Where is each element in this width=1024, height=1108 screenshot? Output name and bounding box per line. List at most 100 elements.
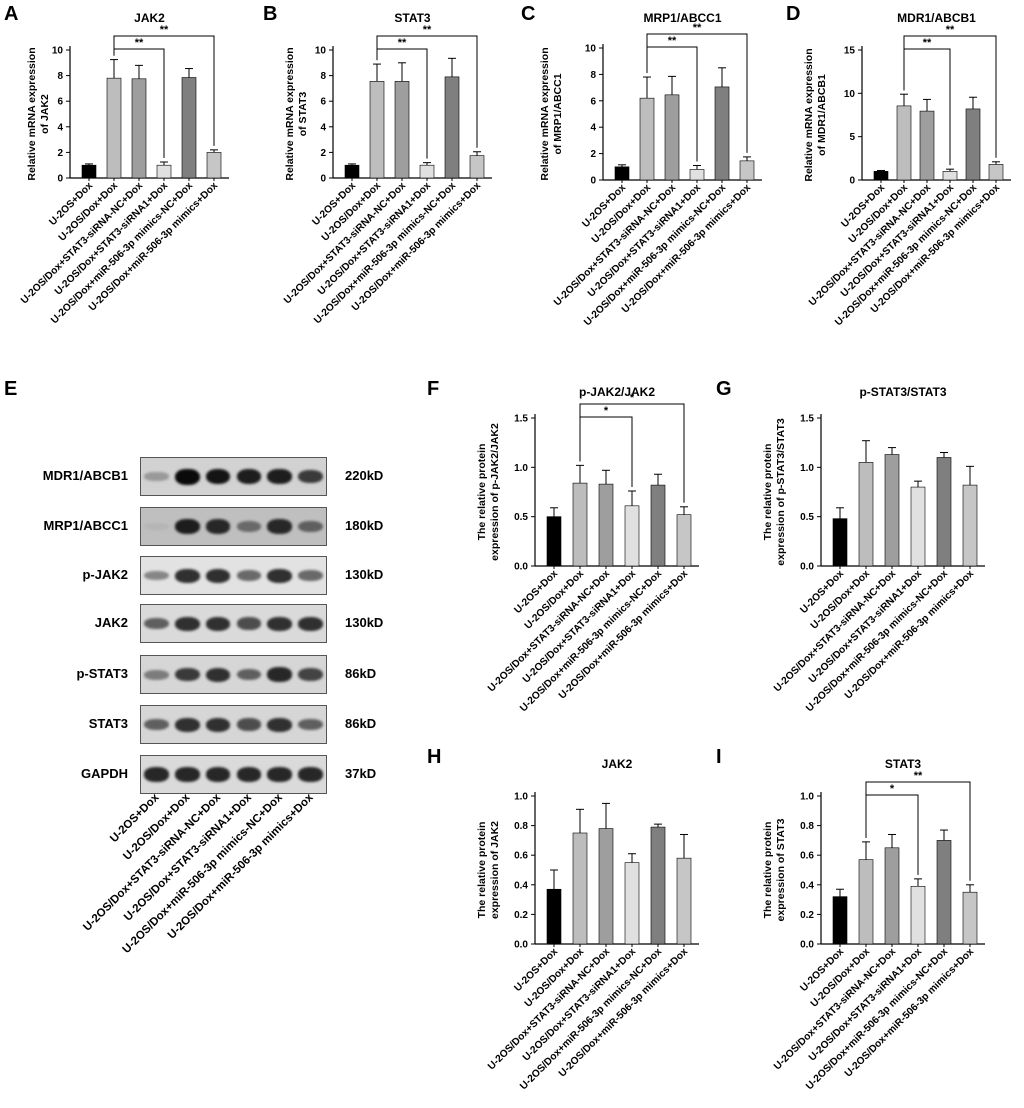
blot-protein-label: STAT3	[88, 716, 128, 731]
blot-strip	[140, 655, 327, 694]
bar	[598, 828, 614, 945]
y-tick-label: 0	[57, 174, 63, 185]
bar	[936, 457, 952, 567]
panel-letter-i: I	[716, 746, 722, 768]
y-tick-label: 1.0	[514, 463, 528, 474]
bar	[896, 105, 912, 181]
chart-title: JAK2	[602, 757, 633, 771]
blot-strip	[140, 705, 327, 744]
y-tick-label: 8	[320, 71, 326, 82]
blot-band	[267, 717, 293, 732]
chart-title: p-JAK2/JAK2	[579, 385, 655, 399]
bar	[832, 518, 848, 567]
bar	[394, 81, 410, 179]
significance-label: **	[693, 22, 702, 34]
bar	[650, 826, 666, 945]
chart-title: STAT3	[394, 11, 431, 25]
blot-band	[205, 667, 231, 682]
blot-size-label: 86kD	[345, 666, 377, 681]
significance-label: **	[423, 24, 432, 36]
chart-mrp1-mrna: MRP1/ABCC1 Relative mRNA expression of MRP…	[539, 11, 762, 328]
blot-band	[236, 668, 262, 681]
significance-label: **	[160, 24, 169, 36]
y-tick-label: 0.2	[800, 910, 814, 921]
blot-band	[205, 717, 231, 732]
y-tick-label: 4	[57, 122, 63, 133]
y-tick-label: 5	[849, 132, 855, 143]
y-tick-label: 8	[590, 70, 596, 81]
chart-jak2-mrna: JAK2 Relative mRNA expression of JAK2 0 2 4 6 8…	[19, 11, 229, 326]
y-tick-label: 2	[57, 148, 63, 159]
significance-label: **	[398, 37, 407, 49]
bar	[689, 169, 705, 181]
y-tick-label: 0.5	[800, 512, 814, 523]
y-tick-label: 10	[844, 89, 856, 100]
y-axis-label: expression of STAT3	[775, 818, 787, 921]
y-axis-label: expression of JAK2	[489, 821, 501, 919]
blot-band	[144, 669, 169, 680]
bar	[572, 832, 588, 945]
blot-band	[174, 616, 200, 631]
bar	[676, 514, 692, 567]
bar	[81, 164, 97, 179]
bar	[206, 152, 222, 179]
panel-letter-a: A	[4, 3, 19, 25]
blot-band	[267, 568, 293, 583]
blot-protein-label: MRP1/ABCC1	[43, 518, 128, 533]
panel-letter-c: C	[521, 3, 536, 25]
blot-band	[174, 717, 200, 732]
blot-size-label: 37kD	[345, 766, 377, 781]
bar	[624, 505, 640, 567]
y-tick-label: 0.6	[514, 851, 528, 862]
blot-band	[205, 616, 231, 631]
chart-mdr1-mrna: MDR1/ABCB1 Relative mRNA expression of MDR…	[803, 11, 1011, 328]
significance-bracket	[646, 33, 748, 153]
y-axis-label: The relative protein	[762, 444, 774, 541]
blot-protein-label: p-STAT3	[76, 666, 128, 681]
chart-jak2-protein: JAK2 The relative protein expression of JA…	[476, 757, 699, 1092]
blot-band	[174, 667, 200, 682]
y-axis-label: Relative mRNA expression	[284, 47, 296, 180]
y-axis-label: of MDR1/ABCB1	[816, 74, 828, 156]
y-tick-label: 10	[315, 46, 327, 57]
y-axis-label: Relative mRNA expression	[803, 48, 815, 181]
blot-protein-label: JAK2	[94, 615, 128, 630]
y-tick-label: 1.0	[514, 792, 528, 803]
blot-size-label: 86kD	[345, 716, 377, 731]
blot-band	[298, 570, 323, 581]
blot-band	[205, 767, 231, 782]
bar	[676, 857, 692, 945]
blot-band	[236, 469, 262, 484]
blot-band	[144, 718, 169, 731]
blot-protein-label: p-JAK2	[82, 567, 128, 582]
blot-band	[236, 521, 262, 532]
significance-label: **	[135, 37, 144, 49]
blot-band	[174, 767, 200, 782]
y-tick-label: 0	[320, 174, 326, 185]
blot-band	[236, 570, 262, 581]
blot-band	[144, 570, 169, 581]
blot-strip	[140, 507, 327, 546]
significance-label: *	[630, 392, 635, 404]
y-tick-label: 0.0	[800, 940, 814, 951]
blot-size-label: 130kD	[345, 567, 384, 582]
significance-label: **	[923, 37, 932, 49]
y-tick-label: 4	[590, 123, 596, 134]
bar	[739, 160, 755, 181]
bar	[369, 81, 385, 179]
bar	[919, 110, 935, 181]
blot-band	[298, 668, 323, 681]
blot-band	[205, 468, 231, 485]
significance-bracket	[903, 35, 997, 158]
bar	[572, 482, 588, 567]
blot-band	[236, 617, 262, 630]
significance-label: **	[914, 770, 923, 782]
bar	[858, 859, 874, 945]
y-axis-label: expression of p-JAK2/JAK2	[489, 423, 501, 561]
y-tick-label: 15	[844, 46, 856, 57]
bar	[181, 77, 197, 179]
panel-letter-f: F	[427, 378, 440, 400]
significance-bracket	[865, 781, 971, 881]
blot-band	[267, 667, 293, 682]
y-tick-label: 1.0	[800, 792, 814, 803]
